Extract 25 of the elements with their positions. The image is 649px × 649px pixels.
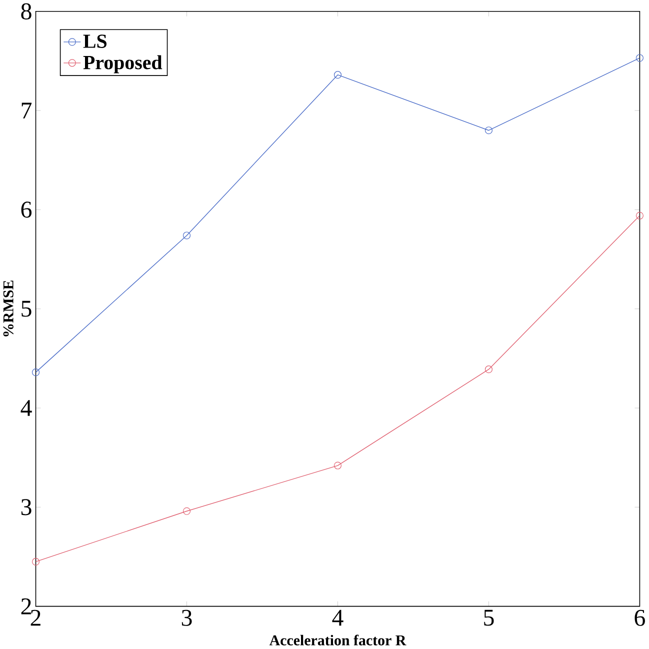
y-tick-label: 2 <box>21 598 31 614</box>
y-tick-label: 7 <box>22 102 32 118</box>
point <box>32 368 40 376</box>
point <box>334 462 342 470</box>
point <box>182 507 191 516</box>
point <box>334 71 342 79</box>
y-tick-label: 8 <box>21 3 32 20</box>
legend-label: Proposed <box>83 55 162 74</box>
y-tick-label: 3 <box>21 499 32 516</box>
legend-label: LS <box>83 34 107 48</box>
x-tick-label: 6 <box>634 610 645 626</box>
y-axis-title: %RMSE <box>3 280 14 337</box>
point <box>182 232 191 240</box>
point <box>32 558 40 566</box>
x-tick-label: 3 <box>182 610 192 626</box>
point <box>636 212 644 220</box>
x-axis-title: Acceleration factor R <box>269 634 406 646</box>
point <box>484 366 493 374</box>
x-tick-label: 5 <box>484 610 494 626</box>
y-tick-label: 5 <box>22 301 32 317</box>
y-tick-label: 4 <box>20 400 32 416</box>
point <box>636 54 644 62</box>
x-tick-label: 4 <box>332 610 344 626</box>
point <box>484 126 493 134</box>
y-tick-label: 6 <box>21 202 32 218</box>
